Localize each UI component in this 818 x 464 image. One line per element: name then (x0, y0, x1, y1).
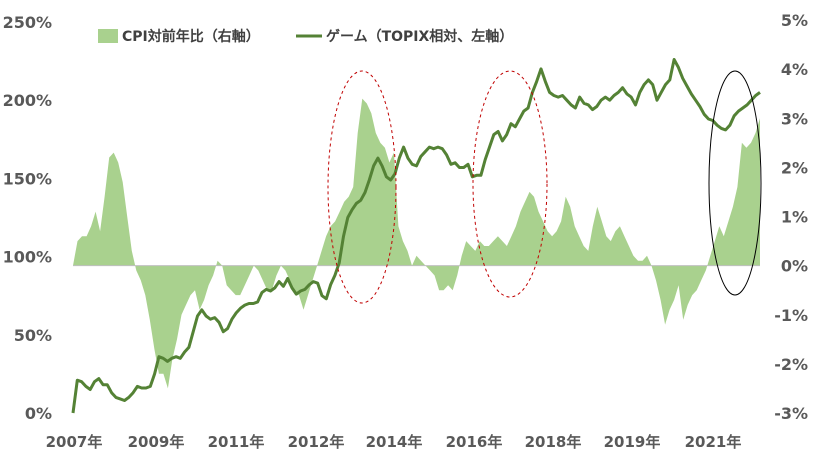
left-axis-tick-label: 250% (3, 13, 52, 32)
right-axis-tick-label: 5% (781, 11, 808, 30)
legend: CPI対前年比（右軸） ゲーム（TOPIX相対、左軸） (98, 28, 513, 45)
legend-swatch-cpi (98, 29, 118, 43)
left-axis: 0% 50% 100% 150% 200% 250% (3, 13, 52, 423)
left-axis-tick-label: 0% (25, 404, 52, 423)
game-line (71, 58, 761, 414)
right-axis-tick-label: 0% (781, 257, 808, 276)
cpi-area-series (73, 98, 760, 389)
highlight-ellipse-2013 (327, 70, 397, 304)
left-axis-tick-label: 50% (14, 326, 52, 345)
x-axis-tick-label: 2009年 (128, 433, 185, 451)
right-axis-tick-label: -3% (774, 404, 808, 423)
highlight-ellipse-2021 (708, 70, 762, 296)
x-axis-tick-label: 2018年 (525, 433, 582, 451)
x-axis-tick-label: 2011年 (208, 433, 265, 451)
game-line-series (71, 58, 761, 414)
x-axis-tick-label: 2019年 (604, 433, 661, 451)
x-axis: 2007年 2009年 2011年 2012年 2014年 2016年 2018年 2019年… (46, 433, 742, 451)
right-axis-tick-label: -2% (774, 355, 808, 374)
left-axis-tick-label: 150% (3, 169, 52, 188)
x-axis-tick-label: 2007年 (46, 433, 103, 451)
legend-label-cpi: CPI対前年比（右軸） (122, 28, 260, 45)
x-axis-tick-label: 2016年 (446, 433, 503, 451)
right-axis-tick-label: 1% (781, 208, 808, 227)
x-axis-tick-label: 2014年 (366, 433, 423, 451)
left-axis-tick-label: 200% (3, 91, 52, 110)
x-axis-tick-label: 2012年 (288, 433, 345, 451)
cpi-area (73, 98, 760, 389)
highlight-ellipse-2016 (472, 70, 548, 298)
right-axis-tick-label: 2% (781, 158, 808, 177)
x-axis-tick-label: 2021年 (685, 433, 742, 451)
legend-label-game: ゲーム（TOPIX相対、左軸） (326, 28, 513, 45)
right-axis-tick-label: 3% (781, 109, 808, 128)
left-axis-tick-label: 100% (3, 248, 52, 267)
right-axis: -3% -2% -1% 0% 1% 2% 3% 4% 5% (774, 11, 808, 423)
right-axis-tick-label: -1% (774, 306, 808, 325)
right-axis-tick-label: 4% (781, 60, 808, 79)
